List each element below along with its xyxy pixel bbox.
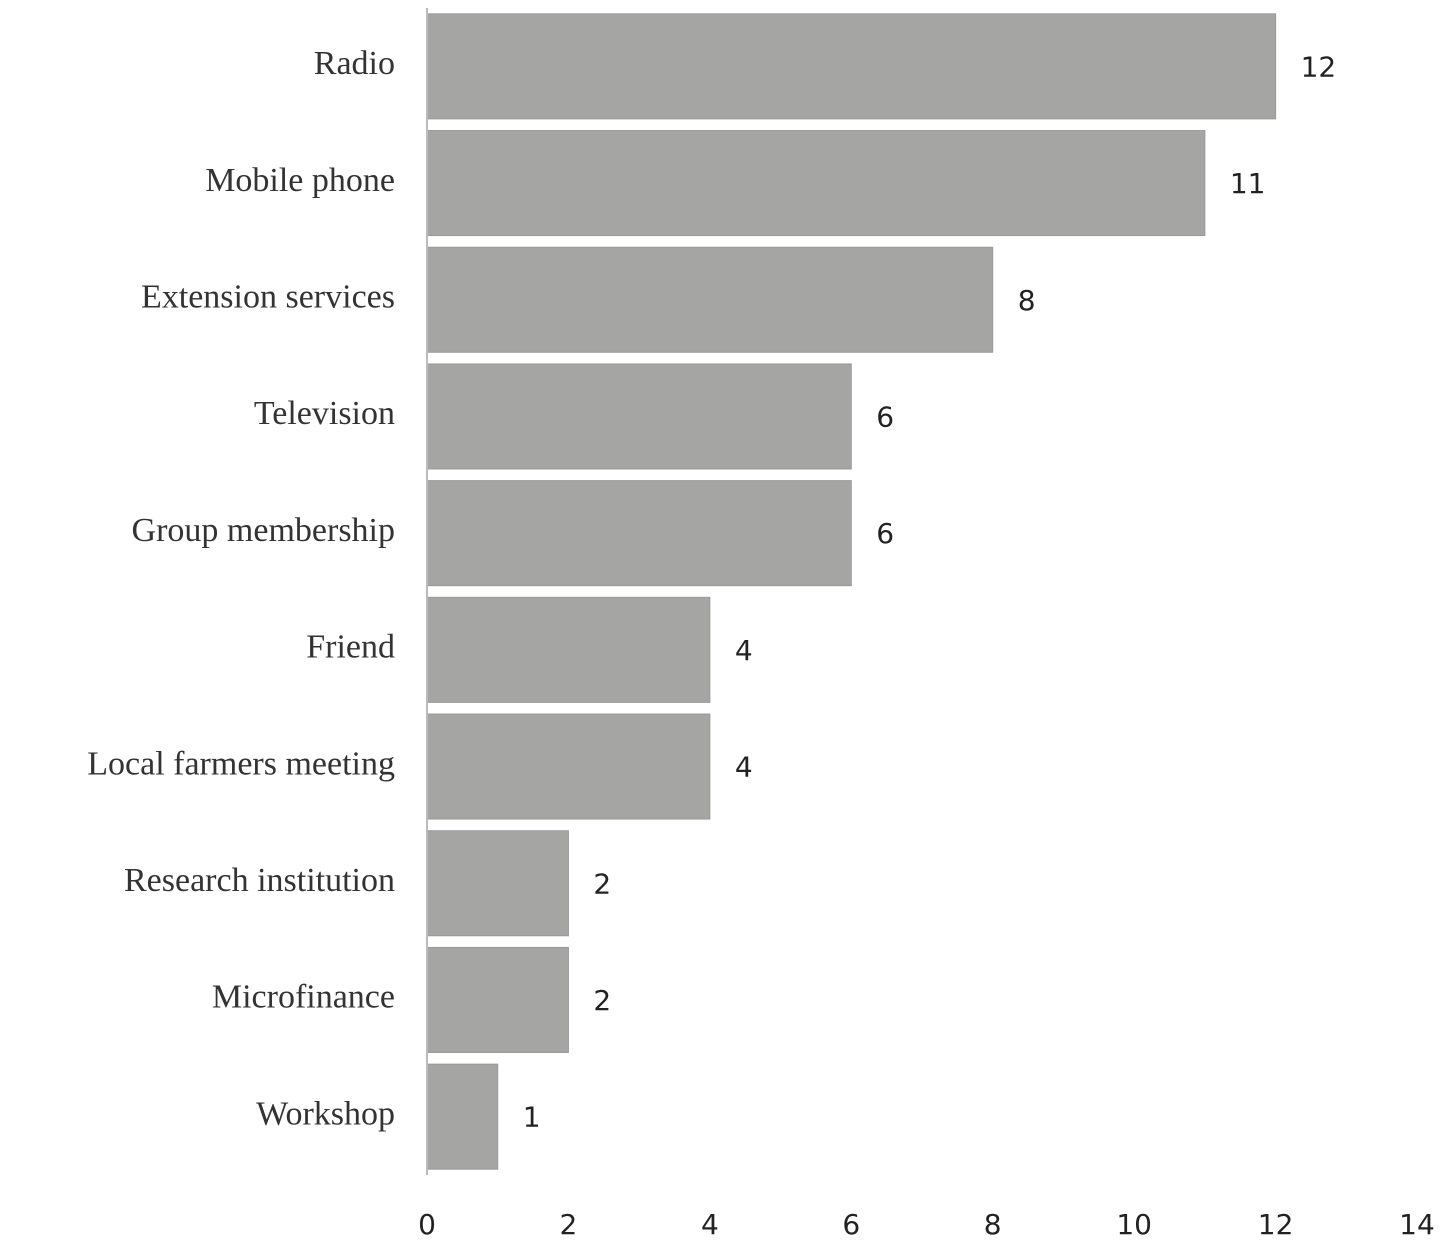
data-label: 4 xyxy=(735,634,753,667)
x-tick-label: 4 xyxy=(701,1208,719,1241)
bar xyxy=(426,946,569,1053)
bar xyxy=(426,596,711,703)
x-tick-label: 14 xyxy=(1399,1208,1435,1241)
y-tick-label: Group membership xyxy=(132,512,395,549)
data-label: 11 xyxy=(1230,167,1266,200)
bar xyxy=(426,363,852,470)
data-label: 12 xyxy=(1301,50,1337,83)
y-tick-label: Microfinance xyxy=(212,979,395,1016)
y-tick-label: Local farmers meeting xyxy=(87,745,395,782)
data-label: 6 xyxy=(876,517,894,550)
x-tick-label: 2 xyxy=(560,1208,578,1241)
x-tick-label: 10 xyxy=(1116,1208,1152,1241)
y-tick-label: Radio xyxy=(314,45,395,82)
data-label: 4 xyxy=(735,751,753,784)
data-label: 1 xyxy=(523,1101,541,1134)
y-tick-label: Extension services xyxy=(141,279,395,316)
bar xyxy=(426,713,711,820)
bar xyxy=(426,13,1277,120)
data-label: 2 xyxy=(593,867,611,900)
y-tick-label: Mobile phone xyxy=(205,162,395,199)
data-label: 2 xyxy=(593,984,611,1017)
y-tick-label: Friend xyxy=(306,629,395,666)
y-tick-label: Workshop xyxy=(256,1095,395,1132)
y-tick-label: Research institution xyxy=(124,862,395,899)
x-tick-label: 6 xyxy=(842,1208,860,1241)
y-tick-label: Television xyxy=(254,395,395,432)
x-tick-label: 8 xyxy=(984,1208,1002,1241)
x-tick-label: 0 xyxy=(418,1208,436,1241)
x-tick-label: 12 xyxy=(1258,1208,1294,1241)
bar xyxy=(426,480,852,587)
bar xyxy=(426,130,1206,237)
data-label: 6 xyxy=(876,400,894,433)
bar xyxy=(426,246,994,353)
bar xyxy=(426,830,569,937)
bar xyxy=(426,1063,499,1170)
data-label: 8 xyxy=(1018,284,1036,317)
